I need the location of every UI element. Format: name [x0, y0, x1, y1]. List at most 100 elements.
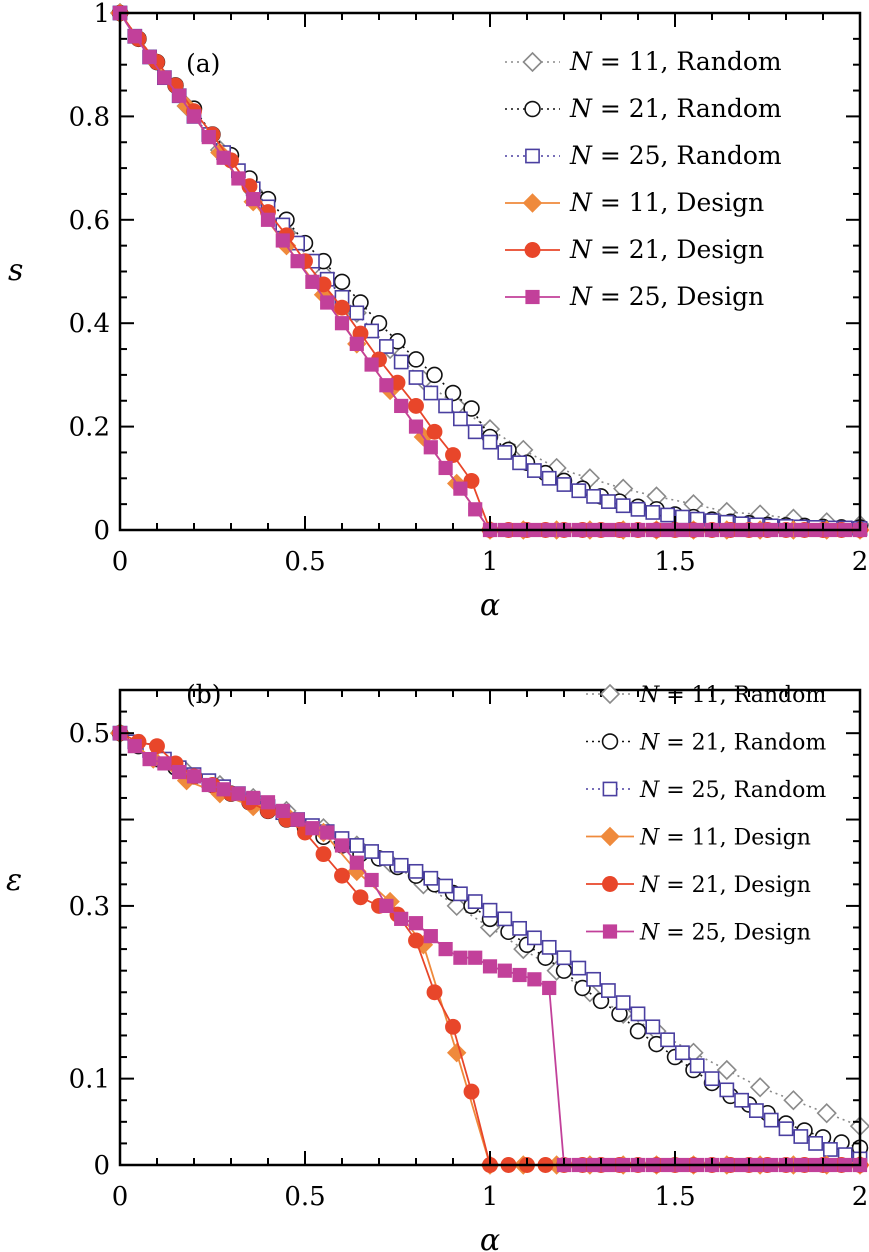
data-point	[127, 29, 142, 44]
legend-label: N = 21, Random	[569, 94, 782, 123]
data-point	[320, 295, 335, 310]
legend-marker	[525, 289, 540, 305]
x-axis-label: α	[480, 1223, 500, 1252]
series-0	[109, 2, 869, 535]
data-point	[526, 930, 542, 946]
data-point	[201, 129, 216, 145]
x-tick-label: 1.5	[654, 1182, 695, 1212]
legend-marker	[525, 148, 540, 164]
data-point	[334, 299, 350, 316]
data-point	[660, 1032, 675, 1048]
legend-label: N = 25, Random	[639, 778, 826, 803]
data-point	[349, 855, 364, 870]
series-4	[112, 5, 868, 538]
data-point	[438, 878, 453, 894]
series-line	[119, 12, 861, 530]
data-point	[438, 941, 453, 957]
x-tick-label: 0.5	[284, 1182, 325, 1212]
x-tick-label: 0	[112, 1182, 129, 1212]
data-point	[463, 1083, 480, 1100]
data-point	[364, 872, 379, 888]
data-point	[467, 424, 483, 440]
y-tick-label: 0.3	[69, 892, 110, 922]
legend: N = 11, Random N = 21, Random N = 25, Rand…	[505, 47, 782, 311]
data-point	[629, 1022, 647, 1040]
data-point	[426, 423, 443, 440]
data-point	[172, 764, 187, 780]
data-point	[512, 967, 527, 983]
y-tick-label: 1	[93, 0, 110, 29]
data-point	[674, 1045, 690, 1061]
data-point	[157, 70, 172, 85]
data-point	[157, 756, 172, 771]
panel-b: 0 0.5 1 1.5 200.10.30.5αε(b) N = 11, RandomN …	[6, 680, 869, 1252]
data-point	[438, 460, 453, 476]
data-point	[127, 739, 142, 754]
data-point	[497, 963, 512, 978]
data-point	[231, 786, 246, 801]
series-line	[119, 12, 860, 529]
data-point	[555, 962, 573, 979]
data-point	[482, 902, 498, 918]
data-point	[408, 932, 424, 949]
series-3	[110, 3, 869, 540]
data-point	[260, 795, 276, 810]
data-point	[394, 398, 409, 414]
data-point	[541, 470, 557, 486]
data-point	[378, 851, 394, 866]
y-tick-label: 0.6	[69, 206, 110, 236]
data-point	[216, 150, 231, 165]
data-point	[260, 212, 276, 227]
x-tick-label: 0	[112, 547, 129, 577]
series-5	[112, 726, 868, 1173]
data-point	[645, 505, 661, 520]
data-point	[571, 483, 587, 499]
data-point	[349, 336, 364, 351]
x-tick-label: 1	[482, 1182, 499, 1212]
data-point	[674, 509, 690, 525]
data-point	[408, 370, 424, 385]
data-point	[352, 889, 369, 906]
legend-entry-3: N = 11, Design	[505, 188, 764, 217]
data-point	[231, 171, 246, 186]
data-point	[645, 1019, 661, 1035]
data-point	[704, 1071, 720, 1087]
data-point	[783, 1090, 804, 1111]
data-point	[426, 984, 443, 1001]
data-point	[275, 233, 290, 248]
data-point	[142, 751, 157, 767]
data-point	[423, 440, 438, 455]
data-point	[408, 916, 424, 931]
data-point	[482, 959, 498, 974]
legend-marker	[602, 781, 618, 797]
series-line	[119, 12, 860, 531]
legend-entry-0: N = 11, Random	[586, 683, 826, 708]
data-point	[334, 867, 350, 884]
data-point	[290, 812, 305, 827]
legend-label: N = 11, Design	[569, 188, 764, 217]
legend-label: N = 25, Design	[639, 921, 811, 946]
data-point	[452, 411, 468, 427]
panel-a: 0 0.5 1 1.5 2 0 0.2 0.4 0.6 0.8 1 α s (a) N = 11, Rand…	[8, 0, 869, 623]
data-point	[541, 939, 557, 955]
legend-marker	[602, 876, 618, 892]
data-point	[468, 950, 483, 965]
data-point	[630, 1006, 646, 1022]
data-point	[586, 971, 601, 987]
data-point	[586, 488, 601, 504]
data-point	[149, 738, 165, 755]
legend-label: N = 11, Random	[569, 47, 782, 76]
data-point	[600, 494, 616, 509]
data-point	[600, 983, 616, 998]
data-point	[542, 980, 557, 996]
legend-label: N = 25, Random	[569, 141, 782, 170]
legend-entry-5: N = 25, Design	[505, 282, 764, 311]
legend-marker	[602, 924, 618, 939]
legend-entry-4: N = 21, Design	[505, 235, 764, 264]
data-point	[749, 1077, 771, 1098]
y-tick-label: 0	[93, 1151, 110, 1181]
legend-label: N = 11, Design	[639, 826, 811, 851]
data-point	[423, 929, 438, 944]
data-point	[453, 950, 468, 965]
legend-entry-1: N = 21, Random	[505, 94, 782, 123]
